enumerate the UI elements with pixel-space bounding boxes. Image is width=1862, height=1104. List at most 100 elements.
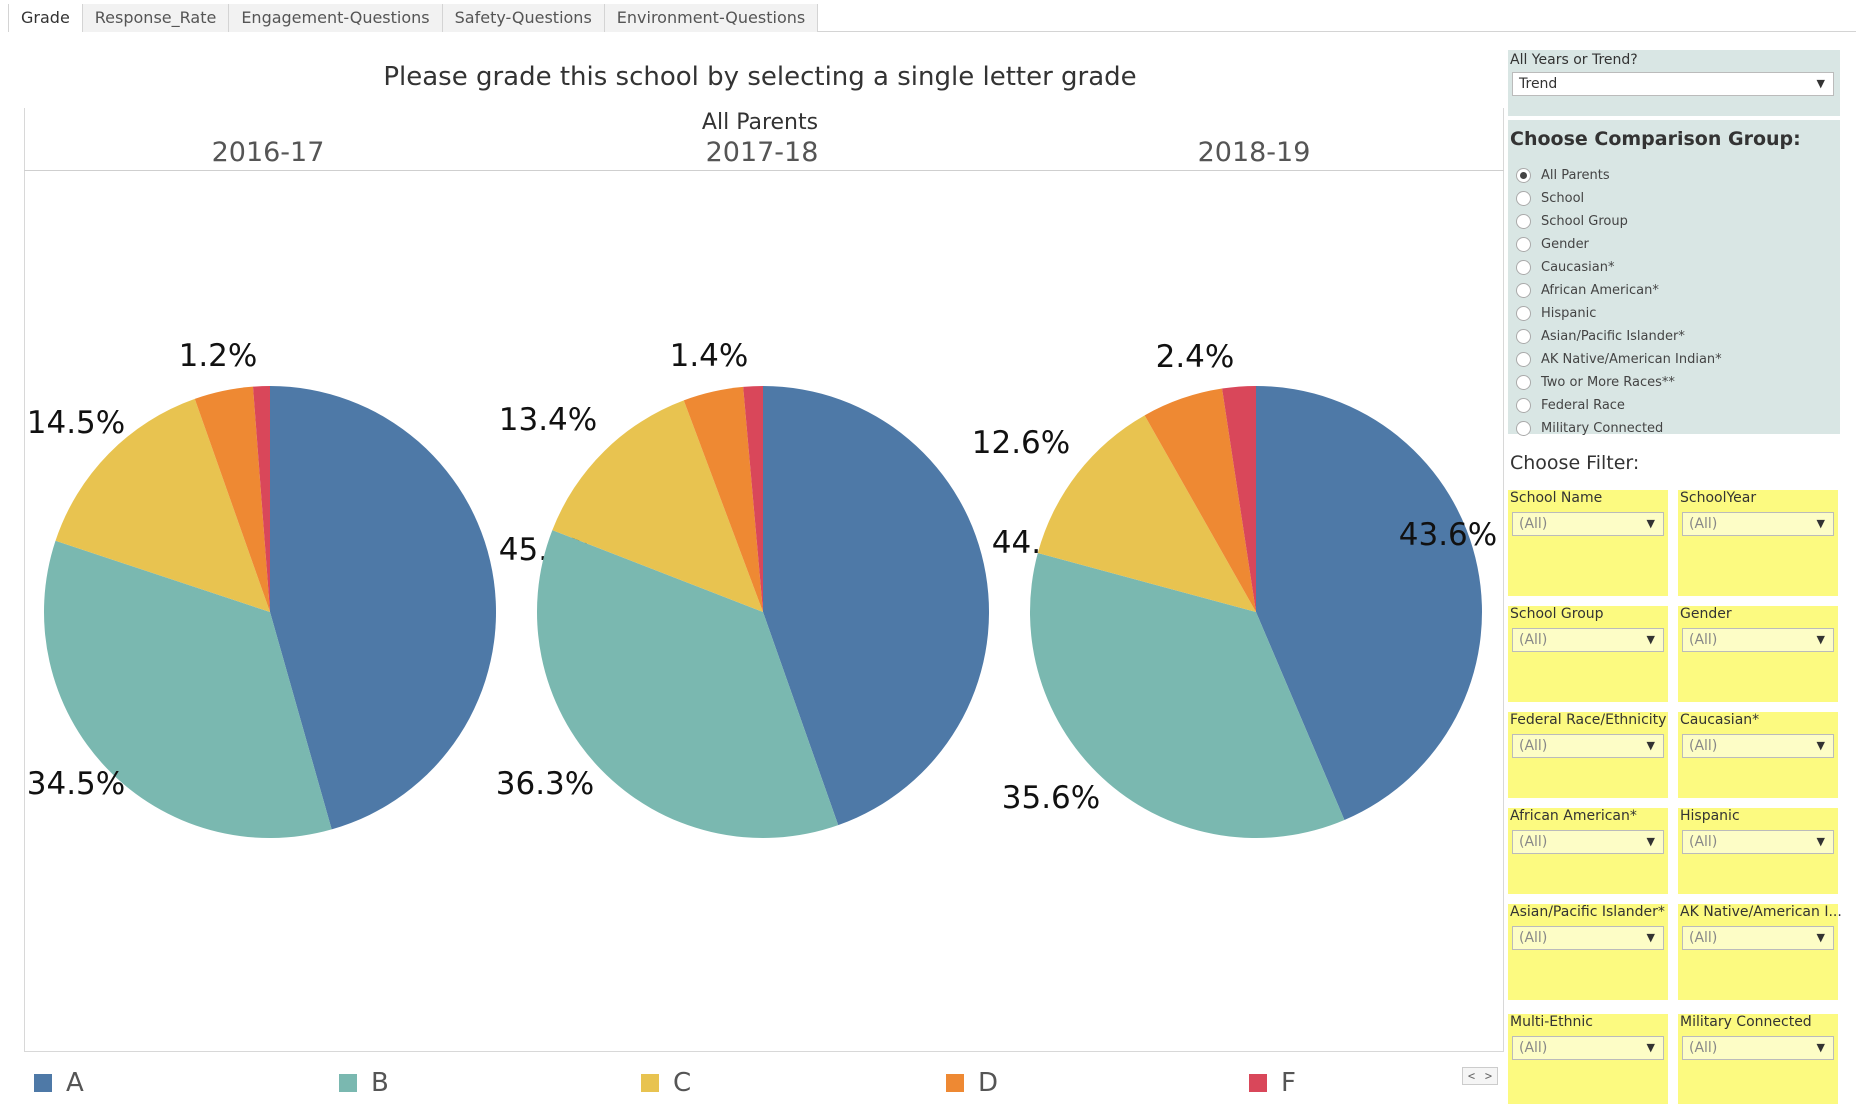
chevron-down-icon: ▼ — [1816, 835, 1825, 848]
pie-slice-2018-19-d[interactable] — [1144, 388, 1256, 612]
radio-button[interactable] — [1516, 167, 1531, 183]
comparison-option-two-or-more-races[interactable]: Two or More Races** — [1516, 371, 1675, 393]
radio-button[interactable] — [1516, 236, 1531, 252]
comparison-option-label: Caucasian* — [1541, 259, 1615, 275]
pie-slice-2017-18-f[interactable] — [743, 385, 763, 612]
filter-value: (All) — [1519, 516, 1548, 532]
filter-label: Federal Race/Ethnicity — [1510, 712, 1667, 728]
legend-scroll-control[interactable]: < > — [1462, 1067, 1498, 1085]
comparison-option-label: All Parents — [1541, 167, 1610, 183]
comparison-option-label: School Group — [1541, 213, 1628, 229]
comparison-option-federal-race[interactable]: Federal Race — [1516, 394, 1625, 416]
filter-dropdown[interactable]: (All) ▼ — [1682, 830, 1834, 854]
filter-dropdown[interactable]: (All) ▼ — [1512, 628, 1664, 652]
tab-grade[interactable]: Grade — [8, 4, 83, 32]
filter-multi-ethnic: Multi-Ethnic (All) ▼ — [1508, 1014, 1668, 1104]
filter-value: (All) — [1689, 738, 1718, 754]
radio-button[interactable] — [1516, 259, 1531, 275]
pie-slice-2017-18-a[interactable] — [763, 386, 990, 826]
legend-label-a: A — [66, 1068, 84, 1098]
radio-button[interactable] — [1516, 420, 1531, 436]
pie-slice-2018-19-a[interactable] — [1256, 386, 1482, 820]
pie-slice-2017-18-b[interactable] — [536, 530, 839, 839]
chevron-down-icon: ▼ — [1646, 739, 1655, 752]
comparison-option-military-connected[interactable]: Military Connected — [1516, 417, 1663, 439]
pie-slice-2017-18-c[interactable] — [552, 400, 763, 612]
legend-item-b[interactable]: B — [339, 1068, 389, 1098]
filter-label: AK Native/American I... — [1680, 904, 1842, 920]
radio-button[interactable] — [1516, 328, 1531, 344]
chevron-down-icon: ▼ — [1646, 1041, 1655, 1054]
filter-dropdown[interactable]: (All) ▼ — [1512, 926, 1664, 950]
filter-label: Gender — [1680, 606, 1732, 622]
legend-item-c[interactable]: C — [641, 1068, 691, 1098]
radio-button[interactable] — [1516, 305, 1531, 321]
filter-dropdown[interactable]: (All) ▼ — [1682, 734, 1834, 758]
radio-button[interactable] — [1516, 282, 1531, 298]
filter-label: African American* — [1510, 808, 1637, 824]
legend-item-f[interactable]: F — [1249, 1068, 1296, 1098]
filter-dropdown[interactable]: (All) ▼ — [1682, 512, 1834, 536]
filter-federal-race-ethnicity: Federal Race/Ethnicity (All) ▼ — [1508, 712, 1668, 798]
radio-button[interactable] — [1516, 351, 1531, 367]
pie-slice-2018-19-f[interactable] — [1222, 386, 1256, 612]
chevron-down-icon: ▼ — [1646, 931, 1655, 944]
comparison-option-label: Hispanic — [1541, 305, 1597, 321]
comparison-option-school-group[interactable]: School Group — [1516, 210, 1628, 232]
tab-response-rate[interactable]: Response_Rate — [82, 4, 230, 32]
pie-label-2018-19-c: 12.6% — [972, 425, 1070, 461]
sheet-tabs: Grade Response_Rate Engagement-Questions… — [8, 4, 1856, 32]
radio-button[interactable] — [1516, 190, 1531, 206]
chevron-down-icon: ▼ — [1816, 1041, 1825, 1054]
comparison-group-title: Choose Comparison Group: — [1510, 128, 1801, 150]
chart-header-divider — [24, 170, 1504, 171]
pie-slice-2016-17-d[interactable] — [194, 386, 270, 612]
tab-environment-questions[interactable]: Environment-Questions — [604, 4, 819, 32]
filter-dropdown[interactable]: (All) ▼ — [1512, 734, 1664, 758]
legend-item-d[interactable]: D — [946, 1068, 998, 1098]
legend-label-c: C — [673, 1068, 692, 1098]
radio-button[interactable] — [1516, 213, 1531, 229]
comparison-option-ak-native-american-indian[interactable]: AK Native/American Indian* — [1516, 348, 1722, 370]
filter-value: (All) — [1519, 738, 1548, 754]
tab-engagement-questions[interactable]: Engagement-Questions — [229, 4, 443, 32]
filter-value: (All) — [1519, 632, 1548, 648]
pie-slice-2017-18-d[interactable] — [683, 386, 763, 612]
filter-label: Multi-Ethnic — [1510, 1014, 1593, 1030]
comparison-option-caucasian[interactable]: Caucasian* — [1516, 256, 1615, 278]
years-trend-dropdown[interactable]: Trend ▼ — [1512, 72, 1834, 96]
filter-dropdown[interactable]: (All) ▼ — [1512, 512, 1664, 536]
filter-dropdown[interactable]: (All) ▼ — [1682, 1036, 1834, 1060]
comparison-option-hispanic[interactable]: Hispanic — [1516, 302, 1596, 324]
scroll-left-icon[interactable]: < — [1467, 1069, 1476, 1083]
radio-button[interactable] — [1516, 397, 1531, 413]
filter-dropdown[interactable]: (All) ▼ — [1512, 830, 1664, 854]
pie-slice-2018-19-b[interactable] — [1029, 553, 1345, 838]
comparison-group-header: All Parents — [701, 110, 819, 135]
comparison-option-asian-pacific-islander[interactable]: Asian/Pacific Islander* — [1516, 325, 1685, 347]
filter-dropdown[interactable]: (All) ▼ — [1682, 926, 1834, 950]
pie-label-2018-19-b: 35.6% — [1002, 780, 1100, 816]
comparison-option-label: Military Connected — [1541, 420, 1664, 436]
pie-label-2016-17-c: 14.5% — [27, 405, 125, 441]
filter-caucasian: Caucasian* (All) ▼ — [1678, 712, 1838, 798]
legend-swatch-a — [34, 1074, 52, 1092]
pie-slice-2016-17-c[interactable] — [55, 398, 271, 612]
chevron-down-icon: ▼ — [1816, 517, 1825, 530]
legend-item-a[interactable]: A — [34, 1068, 84, 1098]
pie-slice-2016-17-a[interactable] — [270, 386, 497, 830]
tab-safety-questions[interactable]: Safety-Questions — [442, 4, 605, 32]
legend-label-d: D — [978, 1068, 999, 1098]
comparison-option-all-parents[interactable]: All Parents — [1516, 164, 1610, 186]
comparison-option-african-american[interactable]: African American* — [1516, 279, 1659, 301]
scroll-right-icon[interactable]: > — [1484, 1069, 1493, 1083]
filter-dropdown[interactable]: (All) ▼ — [1512, 1036, 1664, 1060]
comparison-option-gender[interactable]: Gender — [1516, 233, 1589, 255]
pie-slice-2016-17-b[interactable] — [43, 540, 332, 839]
filter-gender: Gender (All) ▼ — [1678, 606, 1838, 702]
filter-dropdown[interactable]: (All) ▼ — [1682, 628, 1834, 652]
radio-button[interactable] — [1516, 374, 1531, 390]
comparison-option-school[interactable]: School — [1516, 187, 1584, 209]
pie-slice-2016-17-f[interactable] — [252, 386, 270, 612]
pie-slice-2018-19-c[interactable] — [1037, 415, 1256, 612]
